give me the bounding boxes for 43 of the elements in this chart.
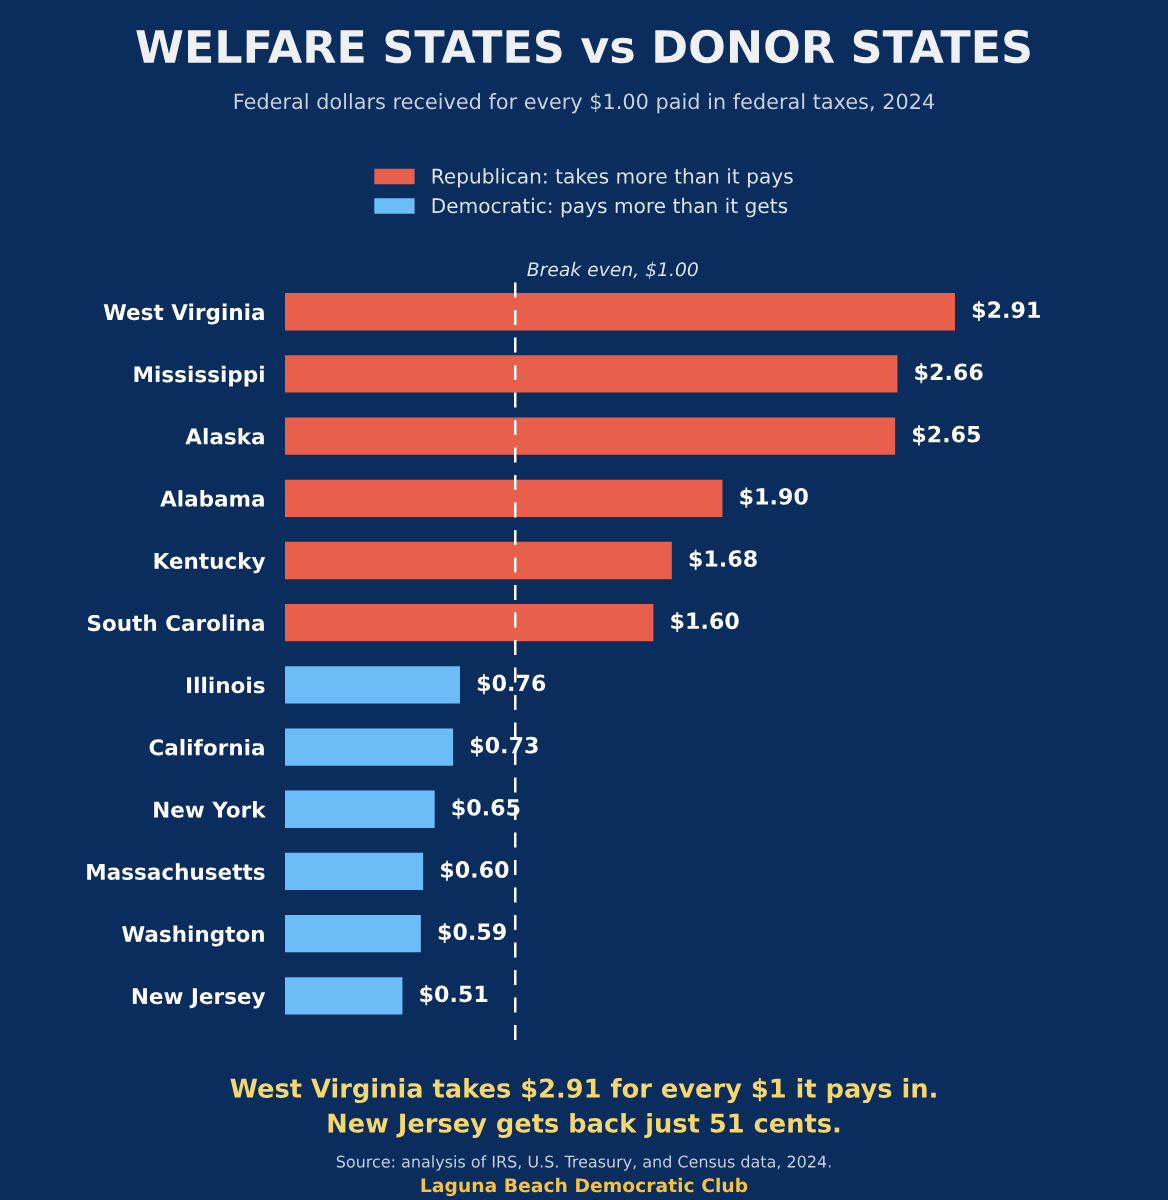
- bar: [285, 417, 896, 455]
- bar: [285, 604, 654, 642]
- bar: [285, 479, 723, 517]
- data-label: $0.59: [438, 922, 506, 944]
- bar: [285, 852, 424, 891]
- y-tick-label: Alabama: [160, 490, 264, 507]
- bar: [285, 728, 454, 766]
- bar: [285, 914, 421, 953]
- data-label: $0.76: [477, 674, 546, 695]
- chart-title: WELFARE STATES vs DONOR STATES: [136, 29, 1030, 64]
- data-label: $2.66: [915, 363, 983, 384]
- data-label: $2.65: [912, 425, 980, 446]
- bar: [285, 541, 672, 580]
- bar: [285, 666, 460, 704]
- data-label: $1.60: [671, 611, 739, 633]
- chart-subtitle: Federal dollars received for every $1.00 paid in federal taxes, 2024: [234, 93, 935, 114]
- text: Laguna Beach Democratic Club: [421, 1177, 748, 1197]
- legend-label: Republican: takes more than it pays: [432, 168, 793, 188]
- y-tick-label: California: [149, 738, 264, 756]
- y-tick-label: Mississippi: [134, 365, 264, 387]
- y-tick-label: Illinois: [187, 676, 265, 694]
- y-tick-label: New Jersey: [132, 988, 266, 1009]
- bar: [285, 293, 955, 331]
- y-tick-label: Massachusetts: [87, 863, 265, 880]
- data-label: $0.73: [470, 736, 538, 757]
- text: West Virginia takes $2.91 for every $1 it pays in. New Jersey gets back just 51 cents.: [230, 1078, 936, 1138]
- bar: [285, 355, 898, 393]
- data-label: $2.91: [972, 300, 1040, 322]
- y-tick-label: South Carolina: [88, 614, 264, 632]
- data-label: $1.68: [689, 549, 757, 570]
- y-tick-label: West Virginia: [103, 303, 264, 325]
- y-tick-label: Alaska: [185, 427, 264, 445]
- legend-label: Democratic: pays more than it gets: [432, 197, 788, 218]
- data-label: $0.51: [420, 985, 488, 1006]
- bar: [285, 977, 403, 1015]
- bar: [285, 790, 435, 828]
- source-note: Source: analysis of IRS, U.S. Treasury, and Census data, 2024.: [336, 1155, 831, 1171]
- data-label: $0.60: [441, 860, 509, 881]
- ref-line-label: Break even, $1.00: [527, 261, 698, 279]
- y-tick-label: Kentucky: [154, 552, 266, 574]
- y-tick-label: Washington: [122, 925, 264, 947]
- y-tick-label: New York: [154, 801, 266, 818]
- data-label: $1.90: [740, 487, 808, 508]
